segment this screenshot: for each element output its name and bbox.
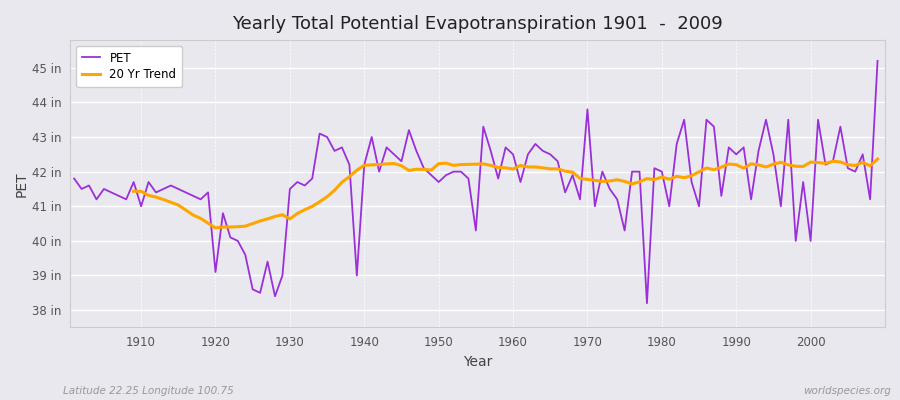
20 Yr Trend — [210, 226, 220, 230]
20 Yr Trend — [321, 194, 332, 199]
PET — [129, 180, 140, 184]
PET — [642, 301, 652, 306]
Title: Yearly Total Potential Evapotranspiration 1901  -  2009: Yearly Total Potential Evapotranspiratio… — [232, 15, 723, 33]
20 Yr Trend — [129, 189, 140, 194]
PET — [872, 58, 883, 63]
PET — [508, 152, 518, 157]
20 Yr Trend — [872, 157, 883, 162]
Line: PET: PET — [74, 61, 878, 303]
Text: Latitude 22.25 Longitude 100.75: Latitude 22.25 Longitude 100.75 — [63, 386, 234, 396]
PET — [597, 169, 608, 174]
Line: 20 Yr Trend: 20 Yr Trend — [134, 159, 878, 228]
PET — [292, 180, 302, 184]
20 Yr Trend — [582, 177, 593, 182]
Y-axis label: PET: PET — [15, 171, 29, 196]
20 Yr Trend — [656, 175, 667, 180]
20 Yr Trend — [478, 162, 489, 166]
X-axis label: Year: Year — [463, 355, 492, 369]
PET — [500, 145, 511, 150]
20 Yr Trend — [694, 170, 705, 174]
PET — [337, 145, 347, 150]
PET — [68, 176, 79, 181]
20 Yr Trend — [180, 208, 191, 212]
Legend: PET, 20 Yr Trend: PET, 20 Yr Trend — [76, 46, 183, 87]
Text: worldspecies.org: worldspecies.org — [803, 386, 891, 396]
